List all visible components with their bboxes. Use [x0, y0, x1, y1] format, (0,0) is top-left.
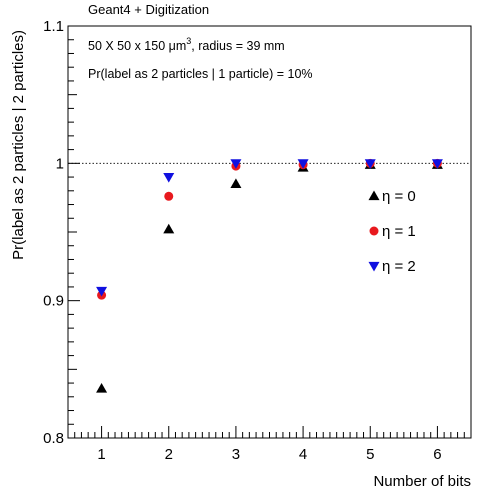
top-label: Geant4 + Digitization	[88, 2, 209, 17]
y-tick-label: 1.1	[43, 18, 64, 35]
point-series-2	[163, 173, 174, 183]
point-series-0	[230, 178, 241, 188]
x-tick-label: 2	[165, 446, 173, 463]
annotation-geometry: 50 X 50 x 150 μm3, radius = 39 mm	[88, 36, 285, 53]
point-series-0	[96, 383, 107, 393]
legend-marker-0	[369, 191, 380, 201]
legend-marker-2	[369, 262, 380, 272]
point-series-0	[163, 224, 174, 234]
annotation-probability: Pr(label as 2 particles | 1 particle) = …	[88, 67, 313, 81]
x-tick-label: 6	[433, 446, 441, 463]
y-tick-label: 1	[56, 155, 64, 172]
legend-label-0: η = 0	[382, 188, 416, 205]
x-tick-label: 3	[232, 446, 240, 463]
tick-labels: 1 2 3 4 5 6 0.8 0.9 1 1.1	[43, 18, 441, 463]
x-tick-label: 4	[299, 446, 307, 463]
point-series-1	[164, 192, 173, 201]
legend: η = 0 η = 1 η = 2	[369, 188, 416, 275]
x-axis-label: Number of bits	[373, 473, 471, 490]
legend-label-2: η = 2	[382, 258, 416, 275]
x-tick-label: 1	[97, 446, 105, 463]
y-tick-label: 0.8	[43, 430, 64, 447]
x-tick-label: 5	[366, 446, 374, 463]
y-axis-label: Pr(label as 2 particles | 2 particles)	[10, 30, 27, 260]
y-tick-label: 0.9	[43, 293, 64, 310]
legend-marker-1	[370, 227, 379, 236]
legend-label-1: η = 1	[382, 223, 416, 240]
